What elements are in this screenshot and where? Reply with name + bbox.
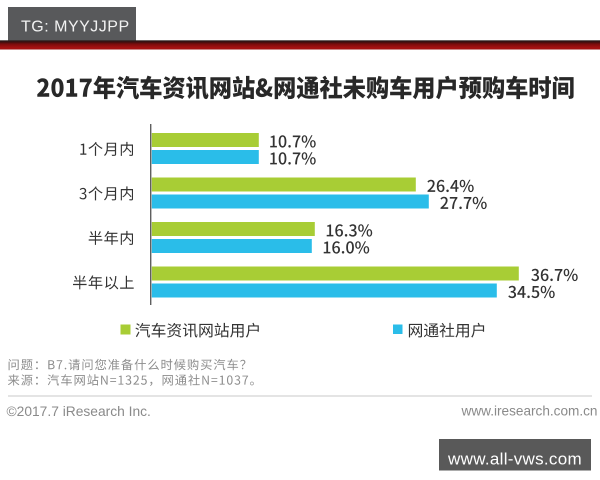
svg-text:©2017.7 iResearch Inc.: ©2017.7 iResearch Inc. — [7, 404, 151, 419]
svg-text:TG: MYYJJPP: TG: MYYJJPP — [21, 19, 130, 36]
svg-text:www.iresearch.com.cn: www.iresearch.com.cn — [461, 404, 598, 419]
svg-text:www.all-vws.com: www.all-vws.com — [447, 449, 582, 468]
